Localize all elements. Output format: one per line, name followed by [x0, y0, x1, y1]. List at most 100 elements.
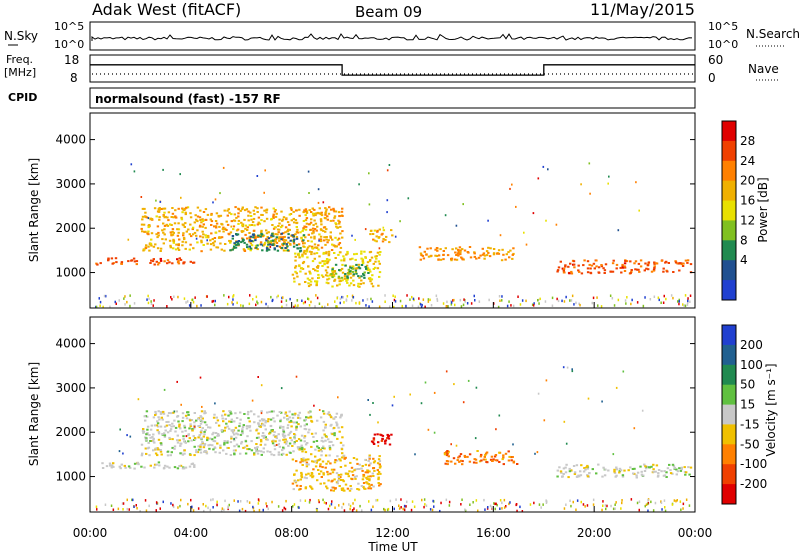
scatter-cell-region-2	[354, 477, 357, 480]
scatter-cell-region-3	[340, 259, 343, 262]
scatter-cell-region-3	[376, 433, 379, 436]
scatter-cell-region-1	[237, 429, 240, 432]
scatter-cell-region-6	[439, 258, 443, 261]
scatter-cell-region-1	[318, 207, 321, 210]
scatter-cell-region-2	[284, 247, 287, 249]
scatter-cell-region-2	[285, 243, 288, 246]
scatter-cell-region-1	[177, 228, 181, 231]
scatter-cell-region-2	[343, 457, 346, 460]
scatter-cell-region-5	[613, 471, 617, 474]
scatter-cell-region-1	[165, 424, 169, 427]
velocity-y-axis-label: Slant Range [km]	[27, 362, 41, 466]
scatter-cell-region-1	[175, 216, 178, 219]
scatter-cell-region-1	[303, 225, 306, 228]
scatter-cell-region-1	[305, 423, 308, 426]
colorbar-tick-label: -15	[740, 417, 760, 431]
scatter-cell-region-1	[298, 214, 301, 217]
scatter-cell-region-2	[265, 249, 269, 252]
scatter-cell-region-1	[225, 452, 228, 455]
scatter-cell-region-3	[379, 251, 382, 253]
scatter-cell-region-1	[341, 207, 344, 210]
scatter-cell-region-2	[299, 247, 302, 249]
ground-scatter-cell	[271, 500, 273, 504]
scatter-cell-region-2	[366, 478, 369, 481]
scatter-cell-region-1	[213, 446, 216, 449]
ground-scatter-cell	[244, 509, 247, 513]
scatter-cell-region-2	[355, 475, 358, 478]
ground-scatter-cell	[126, 300, 128, 304]
scatter-cell-region-2	[368, 464, 371, 467]
scatter-cell-region-1	[271, 430, 274, 433]
scatter-cell-region-6	[434, 248, 437, 251]
scatter-cell-region-2	[331, 471, 335, 474]
scatter-cell-region-1	[310, 419, 313, 422]
scatter-cell-region-2	[356, 462, 359, 465]
scatter-cell-region-1	[201, 427, 204, 430]
scatter-cell-region-6	[508, 256, 511, 259]
scatter-cell-region-3	[355, 252, 358, 255]
scatter-cell-region-1	[183, 452, 186, 455]
scatter-cell-region-1	[148, 454, 151, 457]
colorbar-frame	[721, 120, 737, 301]
scatter-cell-region-1	[187, 433, 190, 436]
ground-scatter-cell	[318, 302, 321, 305]
scatter-cell-region-7	[570, 270, 573, 273]
scatter-cell-region-1	[203, 443, 207, 445]
scatter-cell-region-2	[243, 241, 246, 244]
scatter-cell-region-1	[336, 437, 339, 440]
scatter-cell-region-1	[313, 219, 316, 222]
scatter-cell-region-5	[575, 464, 579, 467]
ground-scatter-cell	[478, 300, 481, 303]
scatter-cell-region-0	[123, 464, 126, 467]
scatter-cell-region-1	[294, 233, 297, 236]
scatter-cell-region-7	[630, 269, 633, 271]
scatter-cell-region-1	[198, 434, 201, 437]
scatter-cell-region-6	[482, 252, 486, 255]
scatter-cell-region-7	[639, 259, 643, 262]
scatter-cell-region-1	[316, 419, 319, 422]
scatter-cell-region-3	[332, 273, 335, 276]
sparse-scatter-cell	[206, 239, 208, 242]
scatter-cell-region-5	[644, 467, 648, 470]
scatter-cell-region-4	[365, 267, 368, 270]
ground-scatter-cell	[493, 502, 495, 505]
sparse-scatter-cell	[525, 243, 528, 246]
scatter-cell-region-1	[199, 235, 202, 238]
scatter-cell-region-1	[238, 425, 241, 428]
ground-scatter-cell	[238, 509, 241, 513]
scatter-cell-region-3	[325, 271, 329, 274]
scatter-cell-region-1	[203, 430, 206, 433]
scatter-cell-region-1	[163, 224, 167, 227]
sky-left-label: N.Sky	[4, 29, 38, 43]
scatter-cell-region-2	[327, 460, 330, 463]
ground-scatter-cell	[260, 300, 263, 304]
sparse-scatter-cell	[450, 443, 452, 446]
ground-scatter-cell	[398, 507, 401, 510]
scatter-cell-region-5	[391, 234, 394, 237]
scatter-cell-region-1	[241, 430, 244, 433]
ground-scatter-cell	[460, 305, 463, 308]
scatter-cell-region-1	[282, 446, 285, 449]
ground-scatter-cell	[680, 508, 682, 511]
scatter-cell-region-1	[325, 236, 328, 238]
sparse-scatter-cell	[462, 401, 465, 404]
scatter-cell-region-1	[201, 220, 205, 222]
scatter-cell-region-3	[339, 279, 343, 282]
scatter-cell-region-1	[329, 235, 332, 238]
scatter-cell-region-1	[210, 232, 213, 235]
scatter-cell-region-1	[177, 420, 180, 423]
scatter-cell-region-1	[194, 214, 197, 217]
scatter-cell-region-2	[337, 476, 340, 478]
scatter-cell-region-5	[657, 469, 661, 471]
scatter-cell-region-4	[338, 269, 341, 272]
scatter-cell-region-1	[253, 421, 256, 424]
ground-scatter-cell	[329, 504, 331, 508]
scatter-cell-region-1	[306, 246, 310, 249]
sparse-scatter-cell	[617, 229, 620, 232]
scatter-cell-region-1	[158, 218, 161, 221]
sparse-scatter-cell	[407, 197, 410, 200]
scatter-cell-region-1	[217, 424, 221, 427]
ground-scatter-cell	[652, 509, 655, 512]
scatter-cell-region-7	[595, 259, 598, 262]
scatter-cell-region-1	[305, 416, 308, 419]
